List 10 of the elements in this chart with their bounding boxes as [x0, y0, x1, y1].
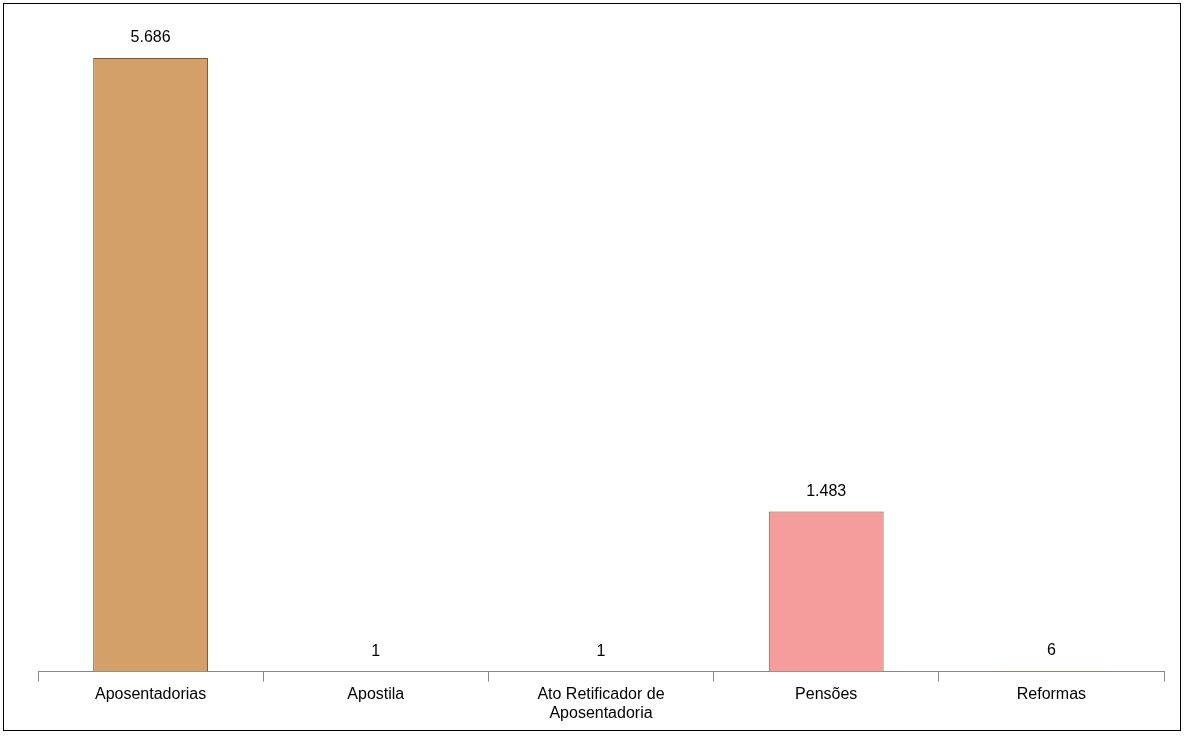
data-label: 5.686 — [130, 28, 171, 46]
x-tick-label: Aposentadorias — [95, 684, 207, 702]
data-label: 1.483 — [806, 481, 847, 499]
x-tick-label: Pensões — [795, 684, 858, 702]
data-label: 6 — [1046, 641, 1056, 659]
x-tick-label: Ato Retificador de Aposentadoria — [537, 684, 665, 721]
x-tick-label: Reformas — [1016, 684, 1087, 702]
x-tick-label: Apostila — [347, 684, 405, 702]
data-label: 1 — [596, 641, 606, 659]
data-label: 1 — [371, 641, 381, 659]
